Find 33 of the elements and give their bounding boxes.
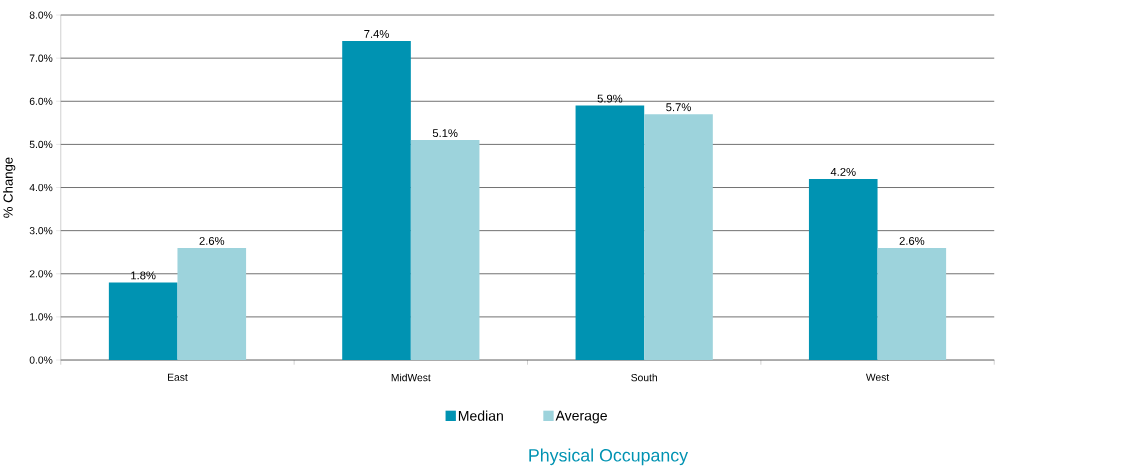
x-tick-label: West — [865, 373, 890, 381]
y-tick-label: 3.0% — [29, 226, 53, 235]
bar — [177, 247, 247, 360]
data-label: 1.8% — [131, 271, 156, 280]
legend-label: Median — [458, 410, 503, 421]
y-axis-title: % Change — [3, 157, 16, 218]
x-tick-label: East — [168, 373, 188, 381]
bar — [410, 140, 480, 360]
y-tick-label: 0.0% — [29, 356, 53, 364]
data-label: 4.2% — [830, 167, 856, 176]
data-label: 7.4% — [364, 30, 389, 38]
y-tick-label: 5.0% — [29, 140, 53, 149]
bar — [877, 247, 947, 360]
y-tick-label: 7.0% — [29, 54, 53, 62]
text: Physical Occupancy — [529, 448, 689, 466]
bar — [575, 105, 645, 360]
bar — [644, 114, 713, 360]
y-tick-label: 8.0% — [29, 11, 53, 19]
data-label: 5.1% — [432, 129, 458, 138]
legend-label: Average — [555, 410, 607, 424]
y-tick-label: 2.0% — [29, 270, 53, 278]
data-label: 2.6% — [899, 236, 925, 245]
bar — [808, 178, 878, 360]
data-label: 5.7% — [666, 103, 691, 112]
x-tick-label: South — [631, 373, 657, 382]
data-label: 5.9% — [597, 94, 623, 103]
bar — [342, 40, 411, 360]
x-tick-label: MidWest — [391, 373, 431, 382]
y-tick-label: 1.0% — [30, 313, 53, 321]
bar — [108, 282, 178, 360]
y-tick-label: 6.0% — [29, 97, 53, 105]
data-label: 2.6% — [199, 236, 225, 245]
y-tick-label: 4.0% — [29, 183, 53, 192]
